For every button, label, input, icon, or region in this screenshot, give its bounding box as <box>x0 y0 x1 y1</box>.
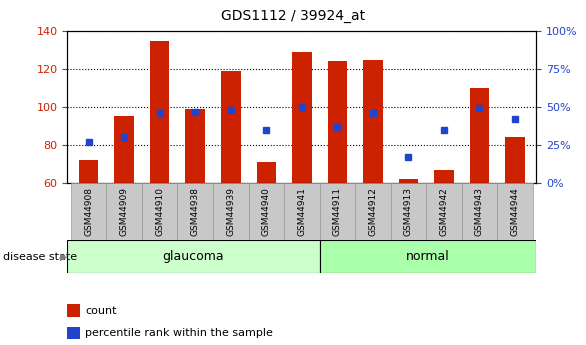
Bar <box>292 52 312 183</box>
Bar <box>142 183 178 240</box>
Text: GDS1112 / 39924_at: GDS1112 / 39924_at <box>221 9 365 23</box>
Text: GSM44908: GSM44908 <box>84 187 93 236</box>
Text: GSM44942: GSM44942 <box>440 187 448 236</box>
Text: GSM44913: GSM44913 <box>404 187 413 236</box>
Bar <box>213 183 248 240</box>
Bar <box>186 109 205 183</box>
Bar <box>426 183 462 240</box>
Bar <box>505 137 524 183</box>
Text: percentile rank within the sample: percentile rank within the sample <box>85 328 273 338</box>
Text: GSM44939: GSM44939 <box>226 187 235 236</box>
Text: GSM44944: GSM44944 <box>510 187 519 236</box>
Text: disease state: disease state <box>3 252 77 262</box>
Bar <box>363 60 383 183</box>
Bar <box>67 240 319 273</box>
Bar <box>391 183 426 240</box>
Bar <box>462 183 497 240</box>
Text: GSM44910: GSM44910 <box>155 187 164 236</box>
Bar <box>221 71 240 183</box>
Text: GSM44938: GSM44938 <box>191 187 200 236</box>
Text: ▶: ▶ <box>60 252 68 262</box>
Bar <box>398 179 418 183</box>
Bar <box>328 61 347 183</box>
Text: GSM44941: GSM44941 <box>297 187 306 236</box>
Text: GSM44911: GSM44911 <box>333 187 342 236</box>
Bar <box>178 183 213 240</box>
Bar <box>257 162 276 183</box>
Bar <box>319 240 536 273</box>
Bar <box>71 183 107 240</box>
Text: GSM44912: GSM44912 <box>369 187 377 236</box>
Bar <box>355 183 391 240</box>
Bar <box>248 183 284 240</box>
Bar <box>497 183 533 240</box>
Bar <box>469 88 489 183</box>
Bar <box>434 170 454 183</box>
Bar <box>114 117 134 183</box>
Text: GSM44943: GSM44943 <box>475 187 484 236</box>
Text: normal: normal <box>406 250 449 263</box>
Text: count: count <box>85 306 117 315</box>
Text: GSM44940: GSM44940 <box>262 187 271 236</box>
Bar <box>319 183 355 240</box>
Text: GSM44909: GSM44909 <box>120 187 129 236</box>
Text: glaucoma: glaucoma <box>163 250 224 263</box>
Bar <box>107 183 142 240</box>
Bar <box>284 183 319 240</box>
Bar <box>79 160 98 183</box>
Bar <box>150 41 169 183</box>
